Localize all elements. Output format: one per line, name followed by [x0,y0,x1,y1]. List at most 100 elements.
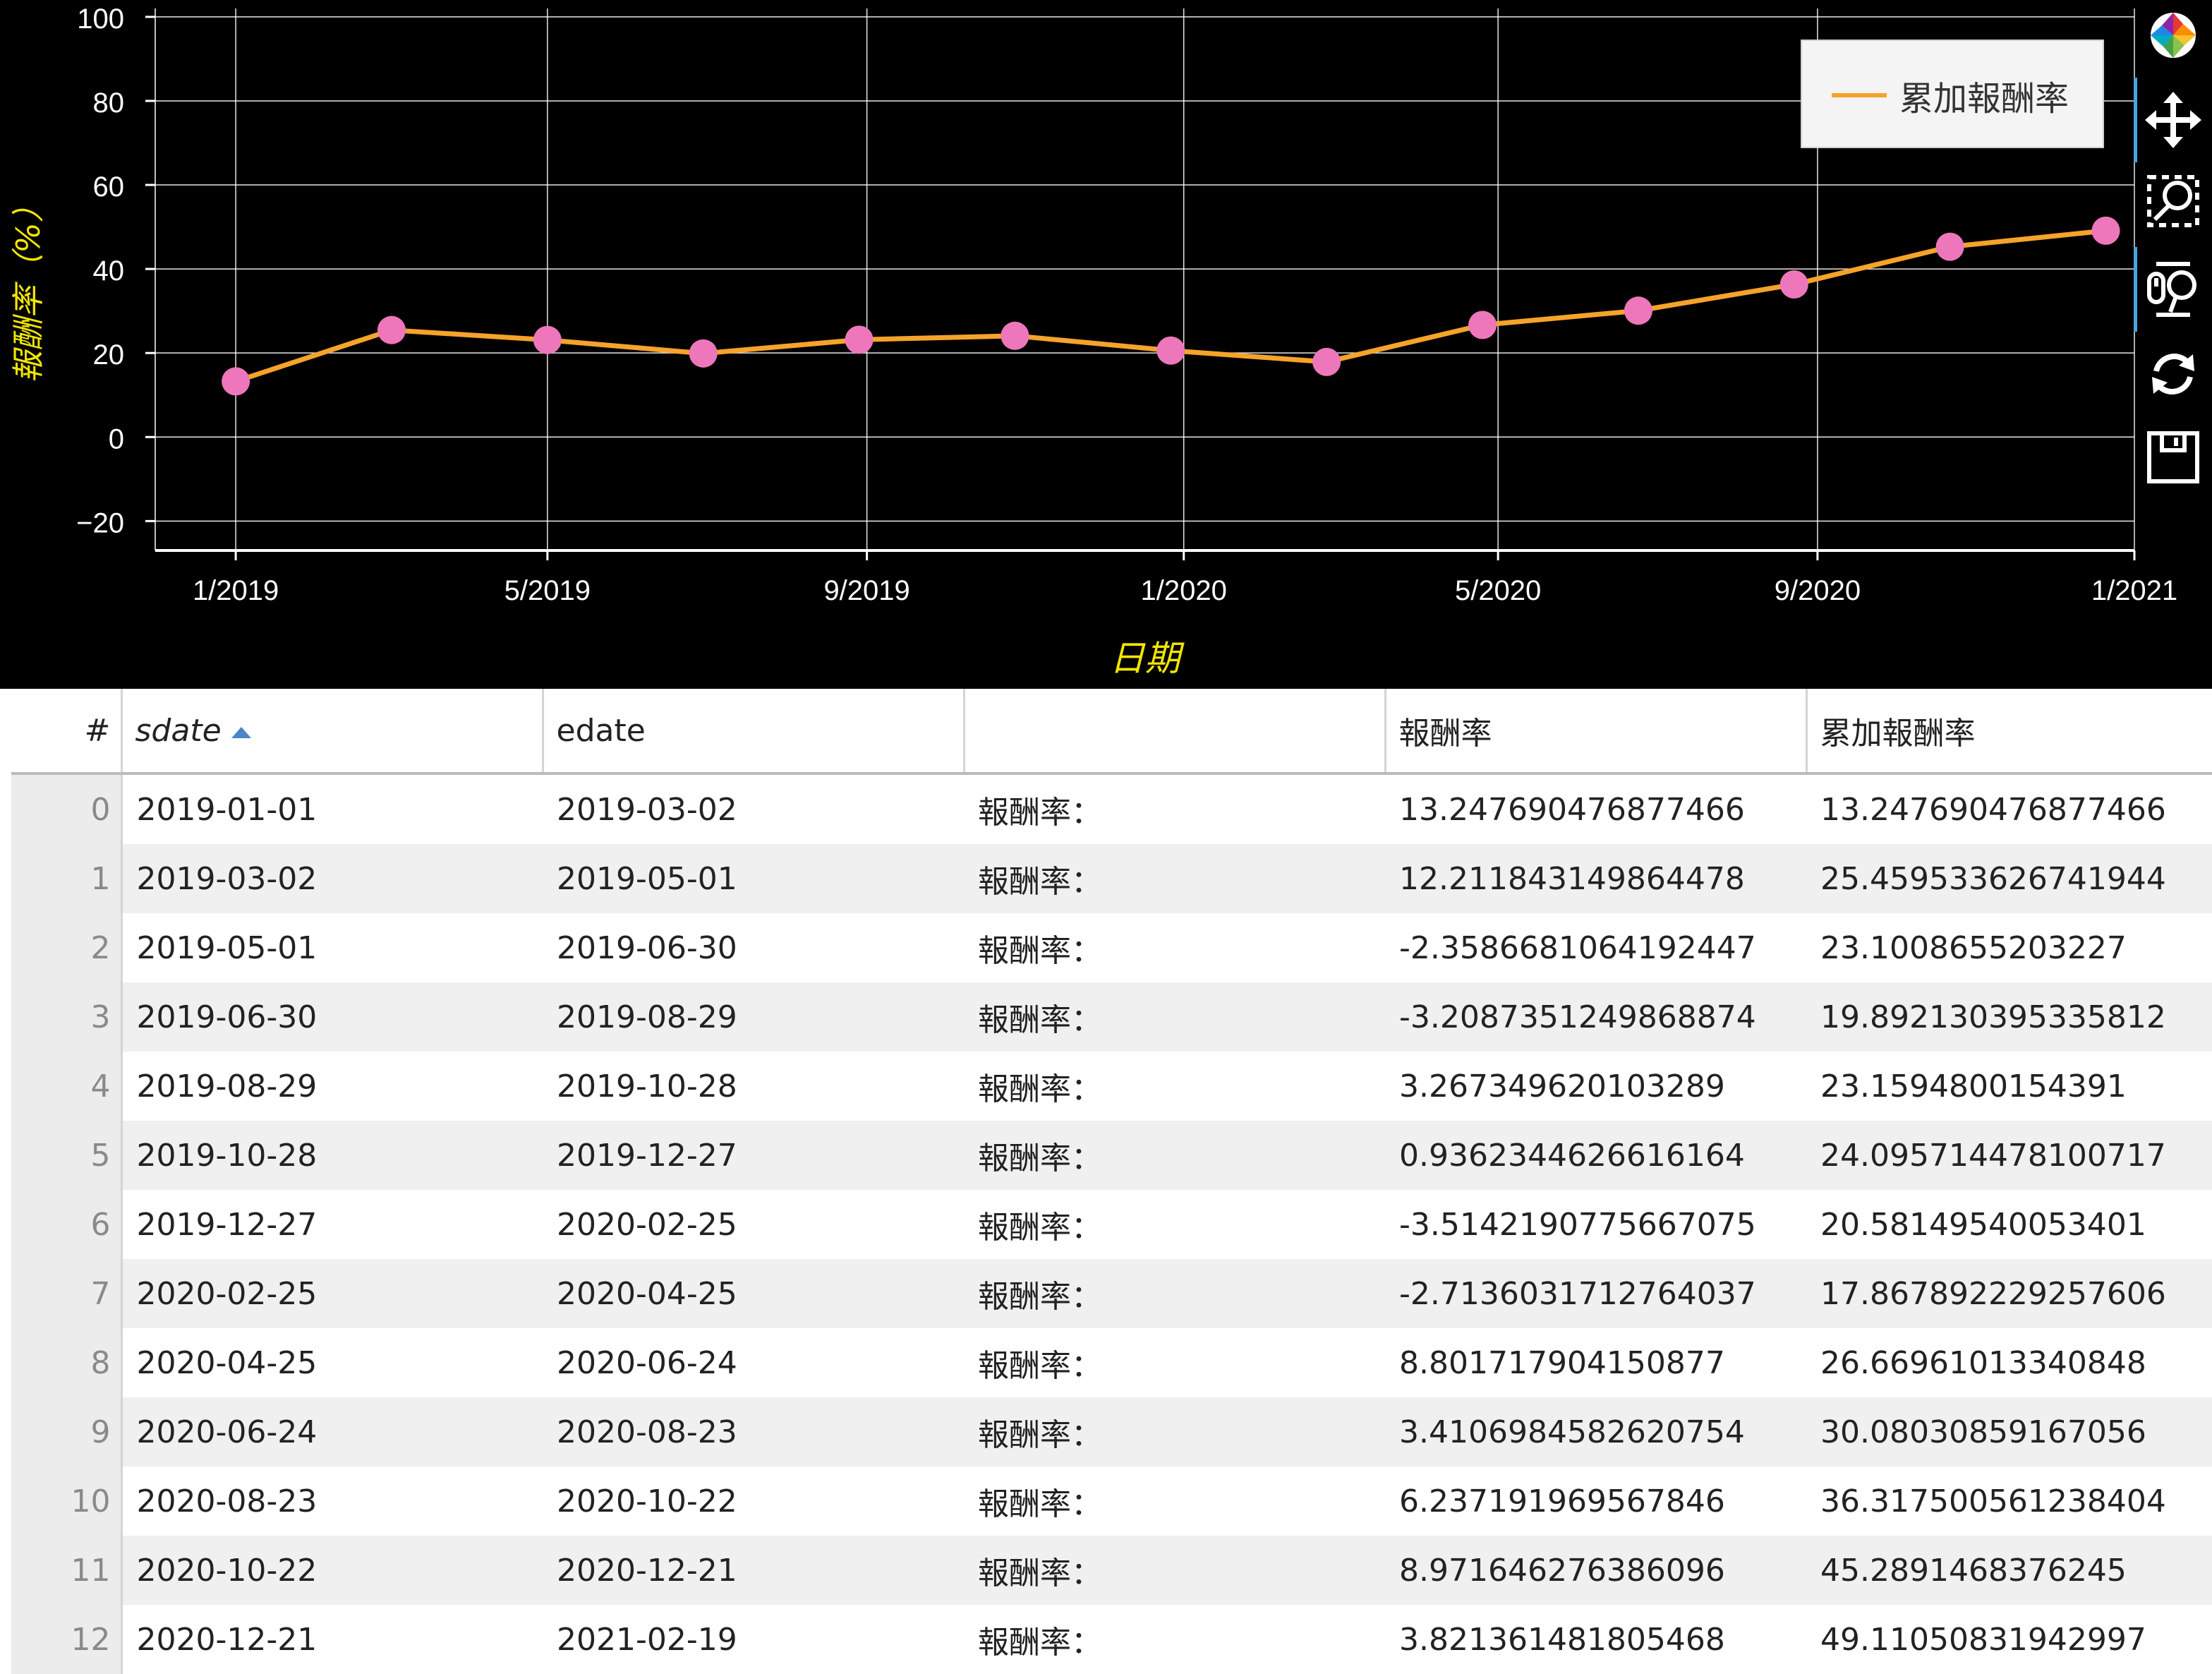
row-index[interactable]: 7 [11,1259,123,1328]
table-row[interactable]: 8 2020-04-25 2020-06-24 報酬率： 8.8017179041508… [11,1328,2212,1397]
table-row[interactable]: 10 2020-08-23 2020-10-22 報酬率： 6.237191969567… [11,1467,2212,1536]
data-point[interactable] [1779,270,1808,299]
cell-edate[interactable]: 2019-05-01 [543,844,964,913]
table-row[interactable]: 9 2020-06-24 2020-08-23 報酬率： 3.4106984582620… [11,1397,2212,1467]
cell-sdate[interactable]: 2020-12-21 [136,1621,318,1658]
reset-icon[interactable] [2145,346,2201,402]
cell-return[interactable]: 8.801717904150877 [1399,1344,1725,1381]
cell-sdate[interactable]: 2019-05-01 [136,929,318,966]
row-index[interactable]: 3 [11,982,123,1052]
cell-sdate[interactable]: 2019-01-01 [136,791,318,828]
cell-cumulative-return[interactable]: 30.08030859167056 [1806,1397,2212,1467]
row-index[interactable]: 10 [11,1467,123,1536]
column-header-cumulative-return[interactable]: 累加報酬率 [1806,689,2212,775]
row-index[interactable]: 11 [11,1536,123,1605]
row-index[interactable]: 4 [11,1052,123,1121]
cell-return[interactable]: -3.5142190775667075 [1399,1206,1756,1243]
cell-return[interactable]: 3.267349620103289 [1399,1068,1725,1104]
cell-edate[interactable]: 2020-10-22 [557,1483,737,1519]
cell-cumulative-return[interactable]: 24.095714478100717 [1806,1121,2212,1190]
cell-cumulative-return[interactable]: 13.247690476877466 [1820,791,2166,828]
cell-sdate[interactable]: 2020-06-24 [121,1397,543,1467]
cell-return[interactable]: 0.9362344626616164 [1385,1121,1806,1190]
cell-sdate[interactable]: 2020-02-25 [121,1259,543,1328]
cell-cumulative-return[interactable]: 17.867892229257606 [1806,1259,2212,1328]
cell-label[interactable]: 報酬率： [964,1397,1385,1467]
cell-label[interactable]: 報酬率： [964,844,1385,913]
cell-return[interactable]: 6.237191969567846 [1399,1483,1725,1519]
cell-cumulative-return[interactable]: 36.317500561238404 [1820,1483,2166,1519]
cell-label[interactable]: 報酬率： [964,982,1385,1052]
row-index[interactable]: 1 [11,844,123,913]
column-header-index[interactable]: # [11,689,123,775]
cell-edate[interactable]: 2019-08-29 [543,982,964,1052]
cell-label[interactable]: 報酬率： [978,1486,1102,1522]
cell-cumulative-return[interactable]: 20.58149540053401 [1820,1206,2146,1243]
cell-return[interactable]: 8.971646276386096 [1385,1536,1806,1605]
column-header-return[interactable]: 報酬率 [1385,689,1808,775]
data-point[interactable] [222,367,250,396]
data-point[interactable] [1468,311,1497,339]
table-row[interactable]: 7 2020-02-25 2020-04-25 報酬率： -2.713603171276… [11,1259,2212,1328]
table-row[interactable]: 2 2019-05-01 2019-06-30 報酬率： -2.358668106419… [11,913,2212,982]
cell-return[interactable]: -3.2087351249868874 [1385,982,1806,1052]
table-row[interactable]: 4 2019-08-29 2019-10-28 報酬率： 3.2673496201032… [11,1052,2212,1121]
row-index[interactable]: 8 [11,1328,123,1397]
cell-sdate[interactable]: 2019-08-29 [136,1068,318,1104]
box-zoom-icon[interactable] [2145,173,2201,229]
cell-edate[interactable]: 2019-12-27 [543,1121,964,1190]
cell-edate[interactable]: 2019-06-30 [557,929,737,966]
table-row[interactable]: 0 2019-01-01 2019-03-02 報酬率： 13.247690476877… [11,773,2212,844]
row-index[interactable]: 9 [11,1397,123,1467]
cell-return[interactable]: -2.3586681064192447 [1399,929,1756,966]
cell-edate[interactable]: 2019-10-28 [557,1068,737,1104]
cell-cumulative-return[interactable]: 23.1594800154391 [1820,1068,2127,1104]
data-point[interactable] [689,339,718,368]
data-point[interactable] [845,325,874,354]
cell-cumulative-return[interactable]: 45.2891468376245 [1806,1536,2212,1605]
row-index[interactable]: 5 [11,1121,123,1190]
cell-return[interactable]: 3.4106984582620754 [1385,1397,1806,1467]
data-point[interactable] [533,325,562,354]
cell-sdate[interactable]: 2020-08-23 [136,1483,318,1519]
cell-sdate[interactable]: 2020-04-25 [136,1344,318,1381]
table-row[interactable]: 3 2019-06-30 2019-08-29 報酬率： -3.208735124986… [11,982,2212,1052]
cell-sdate[interactable]: 2020-10-22 [121,1536,543,1605]
cell-edate[interactable]: 2020-06-24 [557,1344,737,1381]
table-row[interactable]: 6 2019-12-27 2020-02-25 報酬率： -3.514219077566… [11,1190,2212,1259]
data-point[interactable] [1624,296,1652,325]
table-row[interactable]: 11 2020-10-22 2020-12-21 報酬率： 8.971646276386… [11,1536,2212,1605]
cell-label[interactable]: 報酬率： [978,795,1102,831]
cell-return[interactable]: 12.211843149864478 [1385,844,1806,913]
column-header-sdate[interactable]: sdate [121,689,544,775]
cell-label[interactable]: 報酬率： [978,1210,1102,1246]
cell-label[interactable]: 報酬率： [978,1625,1102,1661]
column-header-edate[interactable]: edate [543,689,965,775]
cell-edate[interactable]: 2020-04-25 [543,1259,964,1328]
cell-label[interactable]: 報酬率： [978,1071,1102,1107]
row-index[interactable]: 0 [11,773,123,844]
wheel-zoom-icon[interactable] [2145,261,2201,318]
table-row[interactable]: 5 2019-10-28 2019-12-27 報酬率： 0.9362344626616… [11,1121,2212,1190]
cell-sdate[interactable]: 2019-12-27 [136,1206,318,1243]
cell-cumulative-return[interactable]: 25.459533626741944 [1806,844,2212,913]
cell-return[interactable]: 13.247690476877466 [1399,791,1745,828]
data-point[interactable] [2091,216,2120,245]
cell-edate[interactable]: 2021-02-19 [557,1621,737,1658]
column-header-label[interactable] [964,689,1386,775]
data-point[interactable] [1312,347,1341,376]
data-point[interactable] [377,315,406,344]
cell-cumulative-return[interactable]: 49.11050831942997 [1820,1621,2146,1658]
bokeh-logo-icon[interactable] [2145,7,2201,64]
cell-sdate[interactable]: 2019-10-28 [121,1121,543,1190]
cell-label[interactable]: 報酬率： [964,1259,1385,1328]
cell-return[interactable]: 3.821361481805468 [1399,1621,1725,1658]
cell-return[interactable]: -2.7136031712764037 [1385,1259,1806,1328]
data-point[interactable] [1001,321,1029,350]
row-index[interactable]: 2 [11,913,123,982]
cell-cumulative-return[interactable]: 26.66961013340848 [1820,1344,2146,1381]
cell-sdate[interactable]: 2019-06-30 [121,982,543,1052]
data-point[interactable] [1935,232,1964,261]
cell-edate[interactable]: 2019-03-02 [557,791,737,828]
save-icon[interactable] [2145,429,2201,486]
